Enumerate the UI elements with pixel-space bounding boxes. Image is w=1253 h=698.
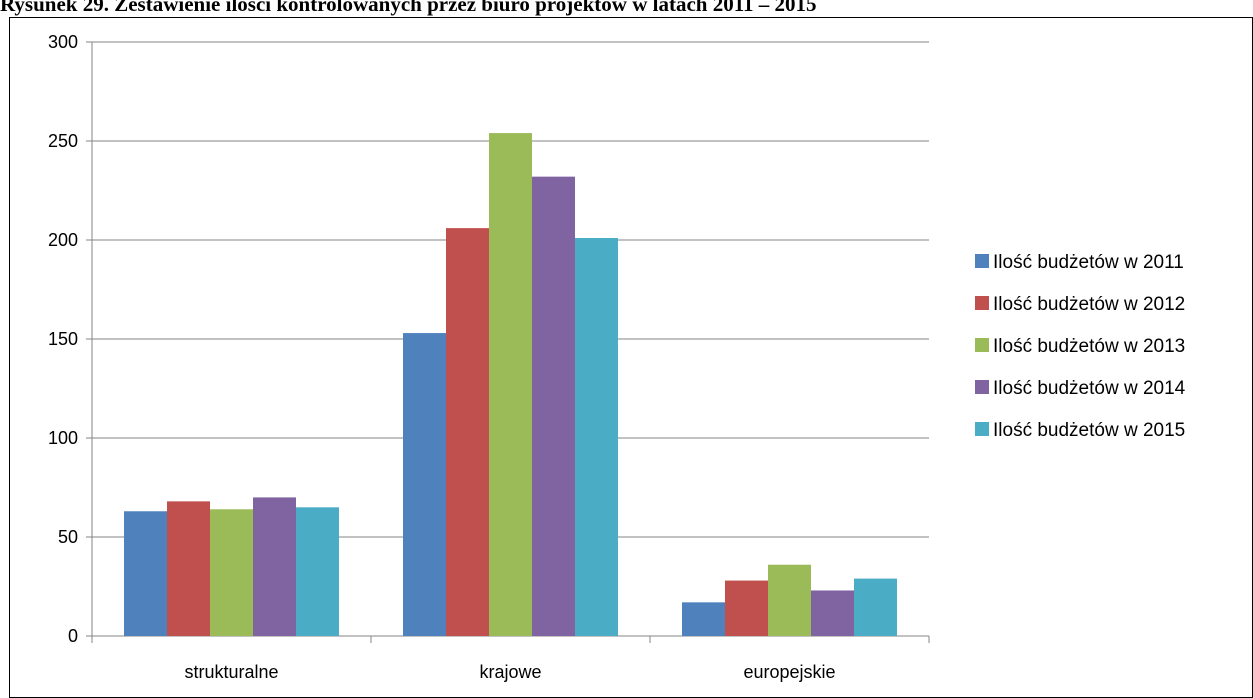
legend-swatch [975,338,989,352]
y-tick-label: 150 [48,329,78,349]
legend-label: Ilość budżetów w 2012 [993,294,1185,315]
bar [210,509,253,636]
page-title: Rysunek 29. Zestawienie ilości kontrolow… [0,0,817,16]
y-tick-label: 0 [68,626,78,646]
bar [296,507,339,636]
legend-swatch [975,422,989,436]
legend-swatch [975,380,989,394]
bar [403,333,446,636]
y-tick-label: 100 [48,428,78,448]
y-axis-ticks: 0 50 100 150 200 250 300 [48,32,92,646]
bar [446,228,489,636]
legend-swatch [975,254,989,268]
bar [682,602,725,636]
legend-label: Ilość budżetów w 2011 [993,252,1184,273]
y-tick-label: 250 [48,131,78,151]
legend-label: Ilość budżetów w 2013 [993,336,1185,357]
x-tick-label: krajowe [479,662,541,682]
y-tick-label: 50 [58,527,78,547]
bar [854,578,897,636]
bar [167,501,210,636]
x-axis-ticks: strukturalne krajowe europejskie [91,636,930,682]
bar [253,497,296,636]
bar [575,238,618,636]
bar [124,511,167,636]
bar [725,580,768,636]
legend-swatch [975,296,989,310]
y-tick-label: 200 [48,230,78,250]
legend-label: Ilość budżetów w 2015 [993,420,1185,441]
bars [124,133,897,636]
bar [768,564,811,636]
bar [489,133,532,636]
x-tick-label: europejskie [743,662,835,682]
x-tick-label: strukturalne [184,662,278,682]
legend-label: Ilość budżetów w 2014 [993,378,1186,399]
bar [532,176,575,636]
y-tick-label: 300 [48,32,78,52]
legend: Ilość budżetów w 2011 Ilość budżetów w 20… [975,252,1186,441]
bar [811,590,854,636]
